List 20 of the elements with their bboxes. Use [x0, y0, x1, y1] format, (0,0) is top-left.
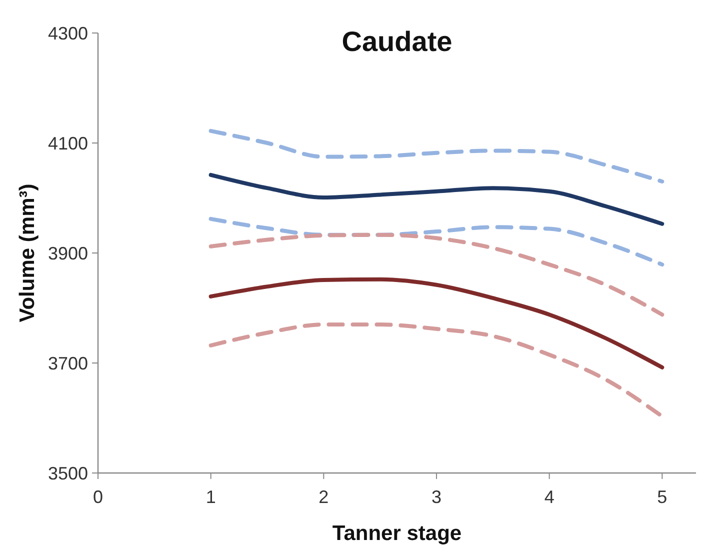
y-tick-label: 3500	[48, 463, 88, 484]
x-tick-label: 1	[206, 487, 216, 507]
line-series	[208, 216, 664, 267]
x-tick-label: 3	[431, 487, 442, 507]
line-series	[208, 172, 664, 226]
chart-title: Caudate	[342, 26, 452, 57]
line-series	[208, 128, 664, 184]
line-series	[208, 232, 664, 317]
y-tick-label: 4100	[48, 133, 88, 154]
x-tick-label: 2	[318, 487, 329, 507]
x-tick-label: 5	[657, 487, 668, 507]
line-series	[208, 277, 664, 370]
y-axis-title: Volume (mm³)	[16, 184, 39, 322]
y-tick-label: 3900	[48, 243, 88, 264]
y-tick-label: 4300	[48, 23, 88, 44]
x-tick-label: 4	[544, 487, 554, 507]
y-tick-label: 3700	[48, 353, 88, 374]
line-series	[208, 322, 664, 418]
x-tick-label: 0	[92, 487, 104, 507]
x-axis-title: Tanner stage	[332, 522, 462, 545]
